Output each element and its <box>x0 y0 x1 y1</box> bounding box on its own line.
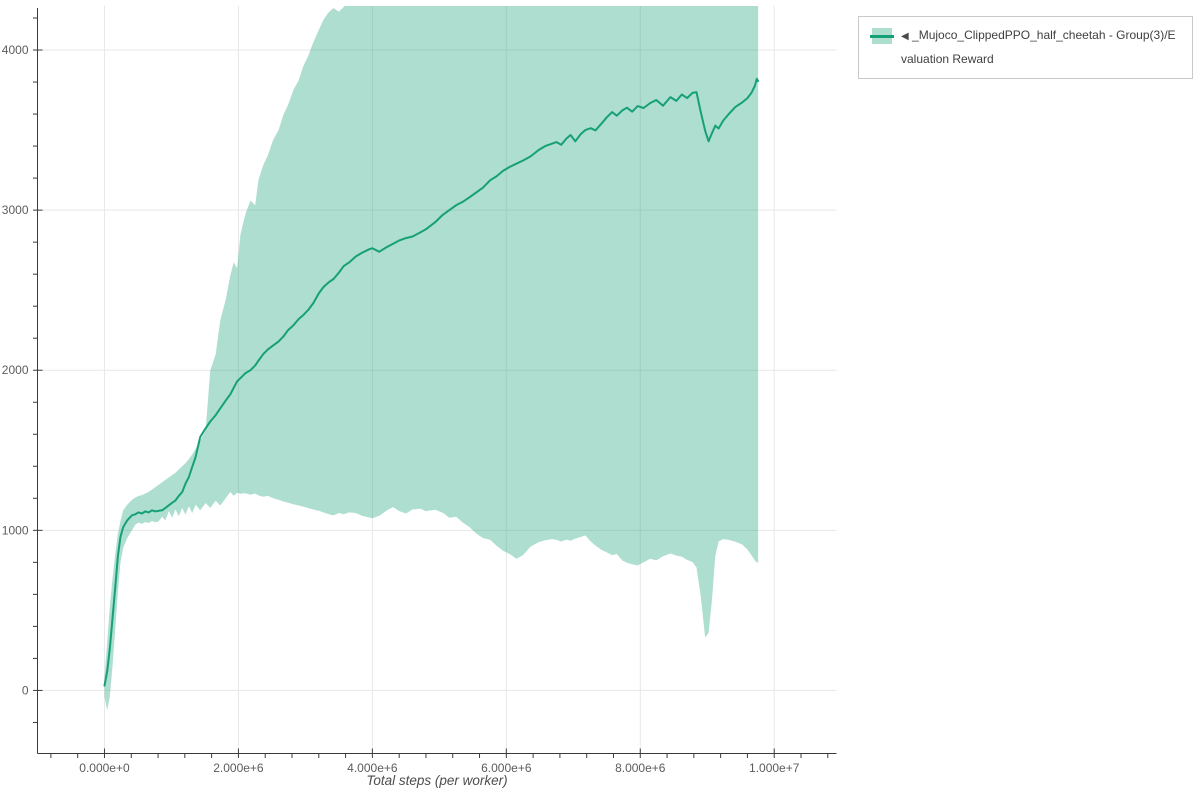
legend-item[interactable]: ◀ _Mujoco_ClippedPPO_half_cheetah - Grou… <box>901 24 1181 71</box>
x-tick-label: 6.000e+6 <box>481 761 532 775</box>
x-tick-label: 2.000e+6 <box>213 761 264 775</box>
legend-swatch-band-icon <box>870 28 894 44</box>
y-tick-label: 2000 <box>2 363 29 377</box>
y-tick-label: 0 <box>22 683 29 697</box>
legend-item-label: _Mujoco_ClippedPPO_half_cheetah - Group(… <box>901 28 1176 66</box>
line-sample <box>870 34 894 38</box>
x-tick-label: 1.000e+7 <box>749 761 800 775</box>
confidence-band <box>104 6 759 711</box>
gridlines <box>37 6 837 754</box>
y-tick-label: 4000 <box>2 43 29 57</box>
mean-line <box>103 77 760 687</box>
collapse-legend-icon[interactable]: ◀ <box>901 31 909 42</box>
x-axis-title: Total steps (per worker) <box>366 773 508 788</box>
x-tick-label: 8.000e+6 <box>615 761 666 775</box>
axes <box>37 8 837 754</box>
y-tick-label: 1000 <box>2 523 29 537</box>
tick-labels: 0.000e+0 2.000e+6 4.000e+6 6.000e+6 8.000e+6… <box>2 43 800 775</box>
tick-marks <box>33 17 829 758</box>
x-tick-label: 0.000e+0 <box>79 761 130 775</box>
y-tick-label: 3000 <box>2 203 29 217</box>
x-tick-label: 4.000e+6 <box>347 761 398 775</box>
legend-box: ◀ _Mujoco_ClippedPPO_half_cheetah - Grou… <box>858 16 1193 79</box>
